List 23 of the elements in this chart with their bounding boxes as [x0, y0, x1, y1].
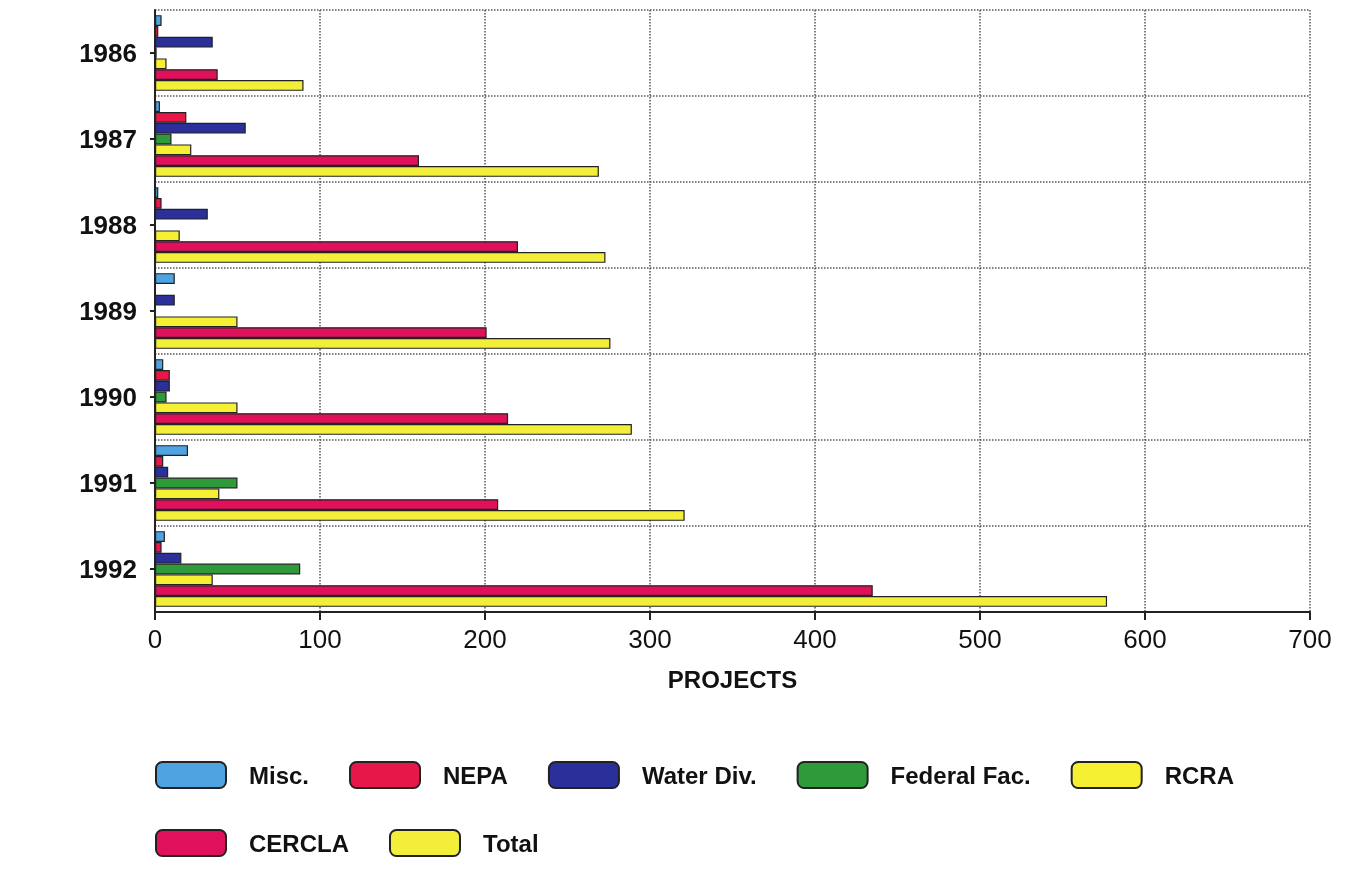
y-tick-label: 1990	[79, 382, 137, 412]
legend-label: Federal Fac.	[890, 761, 1031, 789]
legend-label: Total	[483, 829, 539, 857]
y-tick-label: 1987	[79, 124, 137, 154]
y-tick-label: 1992	[79, 554, 137, 584]
legend-label: Water Div.	[641, 761, 757, 789]
y-tick-label: 1988	[79, 210, 137, 240]
y-tick-label: 1991	[79, 468, 137, 498]
x-tick-label: 400	[793, 624, 837, 654]
x-tick-label: 600	[1123, 624, 1167, 654]
x-tick-label: 300	[628, 624, 672, 654]
x-tick-label: 100	[298, 624, 342, 654]
y-tick-label: 1989	[79, 296, 137, 326]
legend-label: RCRA	[1164, 761, 1234, 789]
legend-label: Misc.	[249, 761, 310, 789]
x-tick-label: 500	[958, 624, 1002, 654]
x-axis-title: PROJECTS	[667, 665, 798, 693]
legend-label: NEPA	[443, 761, 508, 789]
legend-label: CERCLA	[249, 829, 349, 857]
x-tick-label: 0	[147, 624, 163, 654]
x-tick-label: 200	[463, 624, 507, 654]
y-tick-label: 1986	[79, 38, 137, 68]
x-tick-label: 700	[1288, 624, 1332, 654]
